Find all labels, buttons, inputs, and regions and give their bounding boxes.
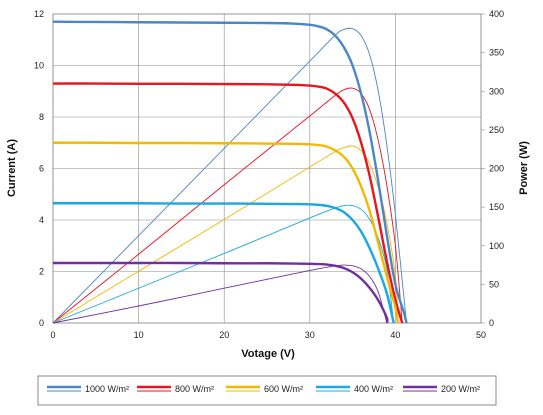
current-curves — [52, 20, 408, 324]
y2-tick-label: 200 — [489, 164, 504, 174]
current-curve-series-5 — [53, 261, 389, 324]
legend-box — [37, 375, 497, 406]
legend-entry-label: 800 W/m² — [175, 384, 214, 394]
y2-tick-label: 50 — [489, 279, 499, 289]
power-curve-series-1 — [52, 27, 407, 324]
y-tick-label: 10 — [34, 61, 44, 71]
x-tick-label: 10 — [134, 330, 144, 340]
y2-axis-title: Power (W) — [518, 141, 530, 195]
y2-tick-label: 300 — [489, 86, 504, 96]
y-axis-title: Current (A) — [6, 139, 18, 197]
legend-entry-label: 600 W/m² — [264, 384, 303, 394]
x-tick-label: 30 — [305, 330, 315, 340]
y-tick-label: 4 — [39, 215, 44, 225]
x-tick-label: 40 — [390, 330, 400, 340]
power-curves — [52, 27, 407, 324]
y2-tick-label: 250 — [489, 125, 504, 135]
legend: 1000 W/m² 800 W/m² 600 W/m² 400 W/m² 200 W/m… — [47, 384, 480, 394]
power-curve-series-2 — [52, 87, 403, 324]
legend-entry-label: 400 W/m² — [354, 384, 393, 394]
y2-tick-label: 400 — [489, 9, 504, 19]
y2-tick-label: 350 — [489, 48, 504, 58]
current-curve-series-1 — [52, 20, 408, 324]
x-axis-title: Votage (V) — [241, 348, 295, 360]
legend-entry-label: 200 W/m² — [441, 384, 480, 394]
power-curve-series-5 — [52, 264, 388, 324]
y-tick-label: 2 — [39, 267, 44, 277]
y-tick-label: 8 — [39, 112, 44, 122]
grid — [52, 13, 482, 324]
current-curve-series-4 — [53, 202, 395, 324]
current-curve-series-3 — [52, 141, 400, 324]
current-curve-series-2 — [52, 82, 404, 324]
power-curve-series-4 — [52, 204, 395, 324]
y-tick-label: 6 — [39, 164, 44, 174]
y2-tick-label: 150 — [489, 202, 504, 212]
y-tick-label: 0 — [39, 318, 44, 328]
y2-tick-label: 0 — [489, 318, 494, 328]
legend-entry-label: 1000 W/m² — [85, 384, 129, 394]
power-curve-series-3 — [52, 145, 399, 324]
y-tick-label: 12 — [34, 9, 44, 19]
x-tick-label: 0 — [50, 330, 55, 340]
x-tick-label: 20 — [219, 330, 229, 340]
axes: 0 10 20 30 40 5002468101205010015020025030035… — [34, 9, 504, 340]
x-tick-label: 50 — [476, 330, 486, 340]
y2-tick-label: 100 — [489, 241, 504, 251]
